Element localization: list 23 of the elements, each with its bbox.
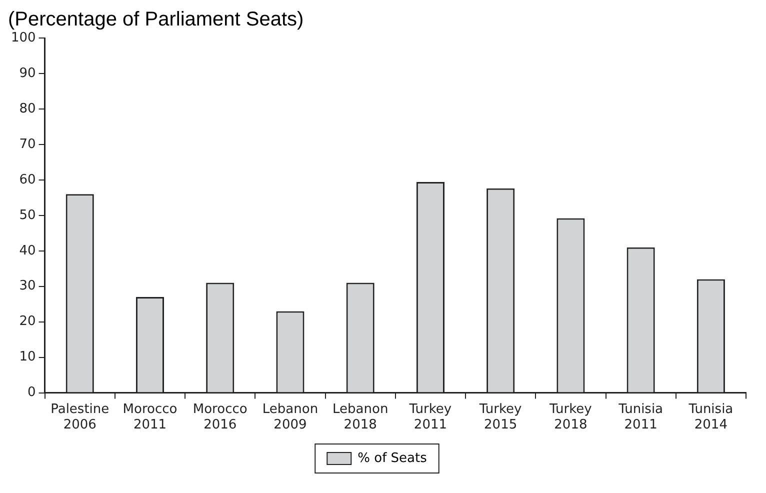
x-tick-label: Morocco 2011 xyxy=(122,402,178,433)
x-tick-label: Morocco 2016 xyxy=(192,402,248,433)
x-tick-label: Lebanon 2009 xyxy=(262,402,318,433)
y-tick-label: 90 xyxy=(19,66,36,81)
y-tick-label: 60 xyxy=(19,172,36,188)
x-tick-label: Turkey 2018 xyxy=(548,402,592,433)
y-tick-label: 0 xyxy=(28,385,36,400)
x-tick-label: Turkey 2015 xyxy=(478,402,522,433)
x-tick-label: Turkey 2011 xyxy=(408,402,452,433)
y-tick-label: 50 xyxy=(19,208,36,223)
x-tick-label: Lebanon 2018 xyxy=(332,402,388,433)
x-tick-label: Palestine 2006 xyxy=(50,402,110,433)
y-tick-label: 20 xyxy=(19,314,36,330)
y-tick-label: 100 xyxy=(10,30,36,46)
legend-label: % of Seats xyxy=(358,450,428,466)
x-tick-label: Tunisia 2011 xyxy=(618,402,664,433)
x-tick-label: Tunisia 2014 xyxy=(688,402,734,433)
y-tick-label: 10 xyxy=(19,350,36,365)
y-tick-label: 80 xyxy=(19,101,36,116)
y-tick-label: 70 xyxy=(19,136,36,152)
y-tick-label: 40 xyxy=(19,243,36,258)
y-tick-label: 30 xyxy=(19,278,36,294)
chart-title: (Percentage of Parliament Seats) xyxy=(8,8,304,31)
